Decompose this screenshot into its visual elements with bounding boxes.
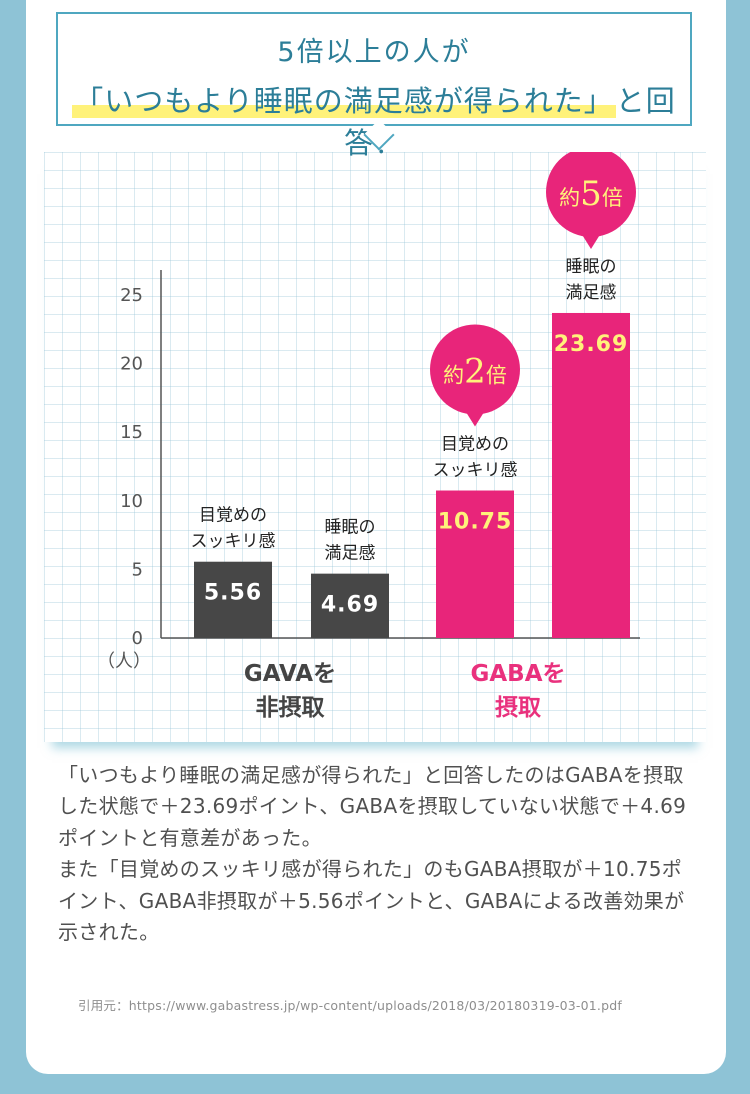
ratio-badge-text: 約5倍	[559, 174, 623, 214]
badge-suffix: 倍	[602, 186, 623, 210]
description-paragraph-2: また「目覚めのスッキリ感が得られた」のもGABA摂取が＋10.75ポイント、GA…	[58, 857, 685, 945]
bar-category-label-line1: 睡眠の	[566, 257, 617, 277]
group-label-line2: 摂取	[495, 695, 541, 721]
bar-chart: 0510152025（人）5.56目覚めのスッキリ感4.69睡眠の満足感10.7…	[97, 152, 640, 721]
bar-value-label: 10.75	[438, 510, 513, 535]
ratio-badge-pointer	[465, 410, 485, 427]
bar-value-label: 4.69	[321, 593, 379, 618]
bar-category-label-line2: スッキリ感	[433, 461, 518, 481]
ratio-badge-text: 約2倍	[443, 352, 507, 392]
group-label-line2: 非摂取	[256, 695, 325, 721]
description-paragraph-1: 「いつもより睡眠の満足感が得られた」と回答したのはGABAを摂取した状態で＋23…	[58, 763, 687, 850]
badge-prefix: 約	[443, 364, 464, 388]
y-tick-label: 5	[132, 559, 143, 580]
y-tick-label: 0	[132, 628, 143, 649]
headline-line2-rest: と回答！	[343, 84, 676, 160]
group-label-line1: GAVAを	[244, 661, 336, 687]
badge-number: 2	[464, 352, 486, 392]
bar-category-label-line1: 睡眠の	[325, 518, 376, 538]
y-tick-label: 15	[120, 422, 143, 443]
headline-line2: 「いつもより睡眠の満足感が得られた」と回答！	[58, 78, 690, 162]
description: 「いつもより睡眠の満足感が得られた」と回答したのはGABAを摂取した状態で＋23…	[58, 760, 698, 948]
y-tick-label: 10	[120, 491, 143, 512]
bar-0	[194, 561, 272, 638]
ratio-badge	[546, 152, 636, 237]
chart-background-grid	[44, 152, 706, 742]
badge-suffix: 倍	[486, 364, 507, 388]
headline-line1: 5倍以上の人が	[277, 37, 471, 68]
bar-value-label: 23.69	[554, 332, 629, 357]
y-tick-label: 20	[120, 354, 143, 375]
y-unit-label: （人）	[97, 651, 151, 672]
bar-category-label-line1: 目覚めの	[441, 435, 509, 455]
badge-prefix: 約	[559, 186, 580, 210]
bar-category-label-line2: スッキリ感	[191, 532, 276, 552]
headline-highlight: 「いつもより睡眠の満足感が得られた」	[72, 84, 616, 118]
y-tick-label: 25	[120, 285, 143, 306]
bar-category-label-line2: 満足感	[325, 544, 376, 564]
bar-category-label-line1: 目覚めの	[199, 506, 267, 526]
bar-category-label-line2: 満足感	[566, 283, 617, 303]
bar-value-label: 5.56	[204, 581, 262, 606]
bar-2	[436, 490, 514, 638]
citation: 引用元：https://www.gabastress.jp/wp-content…	[78, 998, 622, 1013]
bar-3	[552, 312, 630, 638]
bar-1	[311, 573, 389, 638]
ratio-badge	[430, 324, 520, 415]
group-label-line1: GABAを	[470, 661, 565, 687]
badge-number: 5	[580, 174, 602, 214]
headline-box: 5倍以上の人が 「いつもより睡眠の満足感が得られた」と回答！	[56, 12, 692, 160]
ratio-badge-pointer	[581, 232, 601, 249]
